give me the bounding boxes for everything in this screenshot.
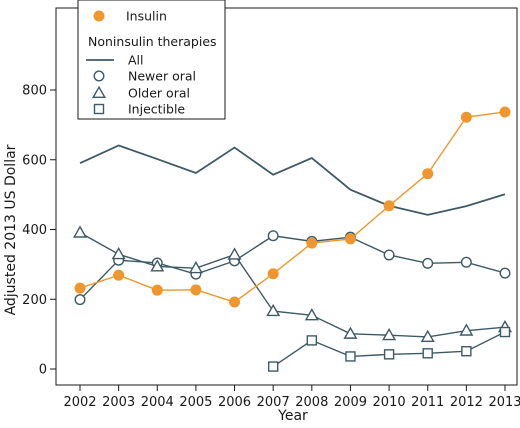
data-point-insulin xyxy=(113,269,125,281)
data-point-newer-oral xyxy=(383,249,395,261)
data-point-insulin xyxy=(267,268,279,280)
x-tick-label: 2013 xyxy=(488,395,520,410)
data-point-newer-oral xyxy=(460,256,472,268)
data-point-older-oral xyxy=(459,323,474,336)
data-point-newer-oral xyxy=(74,294,86,306)
series-line-newer-oral xyxy=(79,235,506,301)
data-point-newer-oral xyxy=(422,257,434,269)
plot-frame xyxy=(55,7,518,386)
data-point-newer-oral xyxy=(499,267,511,279)
data-point-insulin xyxy=(229,296,241,308)
x-tick-label: 2008 xyxy=(295,395,328,410)
x-tick-label: 2012 xyxy=(450,395,483,410)
data-point-insulin xyxy=(422,168,434,180)
series-line-all xyxy=(79,144,506,216)
x-tick-label: 2009 xyxy=(334,395,367,410)
data-point-insulin xyxy=(74,282,86,294)
data-point-older-oral xyxy=(72,225,88,238)
data-point-older-oral xyxy=(420,329,435,342)
y-tick-label: 400 xyxy=(22,223,47,238)
x-tick-label: 2003 xyxy=(102,395,135,410)
data-point-insulin xyxy=(499,106,511,118)
data-point-injectible xyxy=(345,351,356,362)
data-point-injectible xyxy=(422,348,433,359)
x-tick-label: 2007 xyxy=(257,395,290,410)
data-point-older-oral xyxy=(227,247,242,260)
data-point-injectible xyxy=(499,326,511,338)
legend-label-older-oral: Older oral xyxy=(128,86,190,101)
data-point-injectible xyxy=(383,349,395,360)
data-point-insulin xyxy=(383,200,395,212)
series-older-oral xyxy=(72,225,513,342)
y-tick-label: 800 xyxy=(22,84,47,99)
data-point-insulin xyxy=(460,111,472,123)
data-point-injectible xyxy=(306,335,318,346)
x-tick-label: 2010 xyxy=(373,395,406,410)
data-point-insulin xyxy=(190,284,202,296)
legend-label-insulin: Insulin xyxy=(126,9,167,24)
x-tick-label: 2004 xyxy=(141,395,174,410)
data-point-older-oral xyxy=(150,259,165,272)
legend-label-newer-oral: Newer oral xyxy=(128,69,196,84)
data-point-insulin xyxy=(306,237,318,249)
data-point-newer-oral xyxy=(267,230,279,242)
y-tick-label: 600 xyxy=(22,153,47,168)
series-injectible xyxy=(267,326,511,372)
legend-marker-injectible xyxy=(93,103,105,115)
y-tick-label: 0 xyxy=(39,363,47,378)
x-axis-title: Year xyxy=(277,408,308,424)
legend-marker-insulin xyxy=(93,10,105,22)
y-tick-label: 200 xyxy=(22,293,47,308)
x-tick-label: 2006 xyxy=(218,395,251,410)
data-point-older-oral xyxy=(266,303,281,317)
legend-label-all: All xyxy=(128,53,144,68)
series-line-older-oral xyxy=(79,232,506,338)
data-point-injectible xyxy=(461,346,472,357)
data-point-injectible xyxy=(267,361,279,372)
data-point-insulin xyxy=(151,284,163,296)
data-point-older-oral xyxy=(304,308,319,321)
axes: 0 200 400 600 800 2002 2003 2004 2005 2006 2007 200… xyxy=(22,7,520,410)
legend-marker-newer-oral xyxy=(93,70,105,82)
data-point-older-oral xyxy=(111,247,126,260)
series-line-insulin xyxy=(79,111,506,303)
legend-marker-older-oral xyxy=(91,85,107,99)
legend-group-label: Noninsulin therapies xyxy=(88,34,217,49)
series-all xyxy=(79,144,506,216)
x-tick-label: 2011 xyxy=(411,395,444,410)
legend-label-injectible: Injectible xyxy=(128,102,185,117)
series-insulin xyxy=(74,106,511,308)
series-layer xyxy=(72,106,513,372)
data-point-insulin xyxy=(344,233,356,245)
x-tick-label: 2002 xyxy=(63,395,96,410)
data-point-older-oral xyxy=(343,326,358,339)
data-point-older-oral xyxy=(188,261,203,274)
y-axis-title: Adjusted 2013 US Dollar xyxy=(3,144,19,315)
x-tick-label: 2005 xyxy=(179,395,212,410)
data-point-older-oral xyxy=(382,327,397,341)
series-newer-oral xyxy=(74,230,511,306)
